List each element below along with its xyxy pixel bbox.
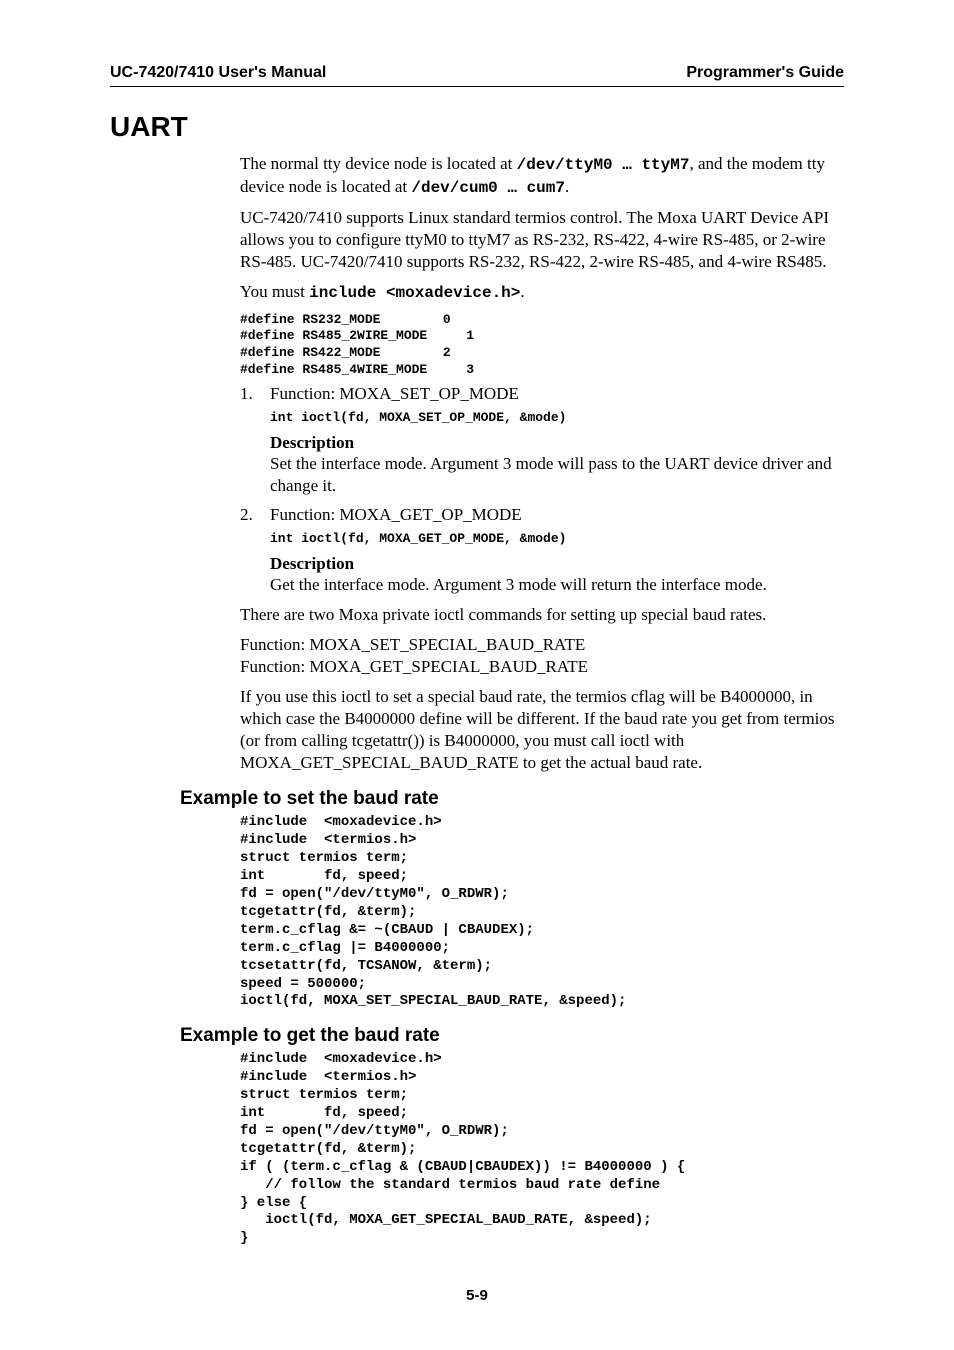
code-item1: int ioctl(fd, MOXA_SET_OP_MODE, &mode) xyxy=(270,410,844,427)
desc-block-1: Description Set the interface mode. Argu… xyxy=(270,433,844,497)
code-item2: int ioctl(fd, MOXA_GET_OP_MODE, &mode) xyxy=(270,531,844,548)
code-example-set: #include <moxadevice.h> #include <termio… xyxy=(240,814,844,1011)
header-left: UC-7420/7410 User's Manual xyxy=(110,64,326,82)
paragraph-3: You must include <moxadevice.h>. xyxy=(240,281,844,304)
p1-a: The normal tty device node is located at xyxy=(240,154,517,173)
desc-text-2: Get the interface mode. Argument 3 mode … xyxy=(270,574,844,596)
paragraph-5b: Function: MOXA_GET_SPECIAL_BAUD_RATE xyxy=(240,656,844,678)
paragraph-1: The normal tty device node is located at… xyxy=(240,153,844,199)
p3-c: . xyxy=(520,282,524,301)
content: The normal tty device node is located at… xyxy=(240,153,844,774)
p1-e: . xyxy=(565,177,569,196)
list-num-2: 2. xyxy=(240,505,270,525)
p3-a: You must xyxy=(240,282,309,301)
desc-block-2: Description Get the interface mode. Argu… xyxy=(270,554,844,596)
list-num-1: 1. xyxy=(240,384,270,404)
p1-b-mono: /dev/ttyM0 … ttyM7 xyxy=(517,156,690,174)
code-example-get: #include <moxadevice.h> #include <termio… xyxy=(240,1051,844,1248)
list-item-1: 1. Function: MOXA_SET_OP_MODE xyxy=(240,384,844,404)
subheading-get: Example to get the baud rate xyxy=(180,1025,844,1047)
paragraph-6: If you use this ioctl to set a special b… xyxy=(240,686,844,774)
desc-label-2: Description xyxy=(270,554,844,574)
desc-text-1: Set the interface mode. Argument 3 mode … xyxy=(270,453,844,497)
page-header: UC-7420/7410 User's Manual Programmer's … xyxy=(110,64,844,87)
paragraph-2: UC-7420/7410 supports Linux standard ter… xyxy=(240,207,844,273)
list-item-2: 2. Function: MOXA_GET_OP_MODE xyxy=(240,505,844,525)
paragraph-5a: Function: MOXA_SET_SPECIAL_BAUD_RATE xyxy=(240,634,844,656)
desc-label-1: Description xyxy=(270,433,844,453)
subheading-set: Example to set the baud rate xyxy=(180,788,844,810)
paragraph-4: There are two Moxa private ioctl command… xyxy=(240,604,844,626)
code-defines: #define RS232_MODE 0 #define RS485_2WIRE… xyxy=(240,312,844,379)
p3-b-mono: include <moxadevice.h> xyxy=(309,284,520,302)
header-right: Programmer's Guide xyxy=(686,64,844,82)
section-title: UART xyxy=(110,111,844,143)
list-body-2: Function: MOXA_GET_OP_MODE xyxy=(270,505,844,525)
list-body-1: Function: MOXA_SET_OP_MODE xyxy=(270,384,844,404)
p1-d-mono: /dev/cum0 … cum7 xyxy=(411,179,565,197)
page-number: 5-9 xyxy=(0,1287,954,1304)
